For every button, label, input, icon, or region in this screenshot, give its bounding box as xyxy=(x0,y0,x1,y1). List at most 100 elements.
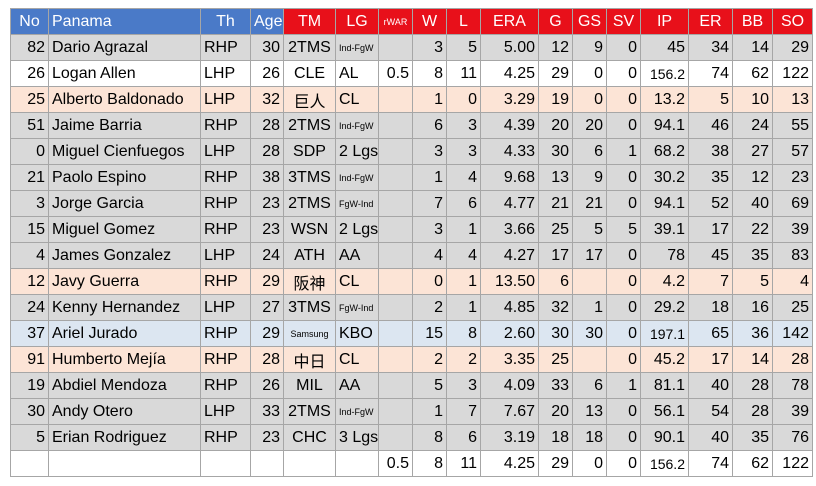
table-cell: CL xyxy=(335,268,379,295)
table-cell: CLE xyxy=(283,60,336,87)
table-cell: 12 xyxy=(732,164,773,191)
table-cell: 19 xyxy=(10,372,49,399)
table-cell: Andy Otero xyxy=(48,398,201,425)
table-cell: 13 xyxy=(772,86,813,113)
table-cell: Humberto Mejía xyxy=(48,346,201,373)
table-cell: 3 xyxy=(10,190,49,217)
table-cell: 69 xyxy=(772,190,813,217)
table-cell: 28 xyxy=(732,398,773,425)
table-cell: 40 xyxy=(732,190,773,217)
table-cell: Miguel Cienfuegos xyxy=(48,138,201,165)
table-cell: 142 xyxy=(772,320,813,347)
table-cell: 83 xyxy=(772,242,813,269)
table-cell: 30 xyxy=(572,320,607,347)
table-cell: AA xyxy=(335,372,379,399)
table-cell: 20 xyxy=(572,112,607,139)
table-cell: 82 xyxy=(10,34,49,61)
table-cell: 巨人 xyxy=(283,86,336,113)
table-cell: 46 xyxy=(688,112,733,139)
table-cell: 78 xyxy=(772,372,813,399)
table-cell: 0 xyxy=(572,86,607,113)
table-cell: 29.2 xyxy=(640,294,689,321)
table-cell: 32 xyxy=(538,294,573,321)
table-cell xyxy=(378,138,413,165)
table-cell: 24 xyxy=(250,242,284,269)
table-cell xyxy=(250,450,284,477)
table-cell: RHP xyxy=(200,424,251,451)
table-cell: 1 xyxy=(412,398,447,425)
table-cell: 34 xyxy=(688,34,733,61)
table-cell: LHP xyxy=(200,138,251,165)
table-row: 19 Abdiel Mendoza RHP 26 MIL AA 5 3 4.09 33 6 1 81.1… xyxy=(10,372,813,399)
table-cell: 6 xyxy=(446,190,481,217)
table-cell: Abdiel Mendoza xyxy=(48,372,201,399)
table-row: 37 Ariel Jurado RHP 29 Samsung KBO 15 8 2.60 30 30… xyxy=(10,320,813,347)
column-header: Th xyxy=(200,8,251,35)
table-cell: 35 xyxy=(732,242,773,269)
table-cell xyxy=(378,268,413,295)
table-cell: 4.25 xyxy=(480,450,539,477)
table-cell: 30 xyxy=(10,398,49,425)
column-header: TM xyxy=(283,8,336,35)
table-cell: 29 xyxy=(250,320,284,347)
column-header: GS xyxy=(572,8,607,35)
table-cell: 28 xyxy=(772,346,813,373)
table-cell: 6 xyxy=(446,424,481,451)
table-cell: 36 xyxy=(732,320,773,347)
table-cell xyxy=(572,346,607,373)
table-cell: KBO xyxy=(335,320,379,347)
table-cell: 40 xyxy=(688,372,733,399)
table-row: 25 Alberto Baldonado LHP 32 巨人 CL 1 0 3.29 19 0 0 13… xyxy=(10,86,813,113)
table-cell: 3 xyxy=(446,112,481,139)
table-cell: James Gonzalez xyxy=(48,242,201,269)
table-cell: 2.60 xyxy=(480,320,539,347)
table-cell: 4 xyxy=(10,242,49,269)
table-cell: 57 xyxy=(772,138,813,165)
table-cell: 37 xyxy=(10,320,49,347)
table-cell: 25 xyxy=(538,216,573,243)
table-cell xyxy=(378,112,413,139)
table-cell: Ind-FgW xyxy=(335,398,379,425)
table-cell: 45.2 xyxy=(640,346,689,373)
table-cell: Erian Rodriguez xyxy=(48,424,201,451)
table-cell xyxy=(378,242,413,269)
table-cell: 7.67 xyxy=(480,398,539,425)
table-cell: 2 Lgs xyxy=(335,216,379,243)
table-cell: 26 xyxy=(10,60,49,87)
table-cell: LHP xyxy=(200,86,251,113)
table-cell: RHP xyxy=(200,34,251,61)
table-cell: 6 xyxy=(412,112,447,139)
table-cell: 4.2 xyxy=(640,268,689,295)
table-cell: 23 xyxy=(250,216,284,243)
table-cell: 3 xyxy=(446,138,481,165)
table-cell: 3.19 xyxy=(480,424,539,451)
table-cell: 35 xyxy=(688,164,733,191)
table-cell: 39 xyxy=(772,216,813,243)
table-cell: WSN xyxy=(283,216,336,243)
table-cell: 7 xyxy=(412,190,447,217)
column-header: G xyxy=(538,8,573,35)
table-cell: 2 xyxy=(446,346,481,373)
table-cell: 18 xyxy=(688,294,733,321)
table-cell: LHP xyxy=(200,398,251,425)
table-cell: 40 xyxy=(688,424,733,451)
column-header: L xyxy=(446,8,481,35)
table-cell: 0 xyxy=(606,190,641,217)
table-cell: 29 xyxy=(538,450,573,477)
table-row: 51 Jaime Barria RHP 28 2TMS Ind-FgW 6 3 4.39 20 20… xyxy=(10,112,813,139)
table-cell xyxy=(378,190,413,217)
table-cell: 24 xyxy=(10,294,49,321)
table-cell: CL xyxy=(335,86,379,113)
table-cell: CHC xyxy=(283,424,336,451)
table-cell: 38 xyxy=(688,138,733,165)
table-cell: 29 xyxy=(250,268,284,295)
table-cell: 1 xyxy=(606,372,641,399)
table-cell: 156.2 xyxy=(640,60,689,87)
table-cell: Samsung xyxy=(283,320,336,347)
table-cell: 122 xyxy=(772,450,813,477)
table-cell: Ind-FgW xyxy=(335,164,379,191)
table-cell: CL xyxy=(335,346,379,373)
table-cell xyxy=(283,450,336,477)
table-cell: RHP xyxy=(200,268,251,295)
table-cell: 阪神 xyxy=(283,268,336,295)
